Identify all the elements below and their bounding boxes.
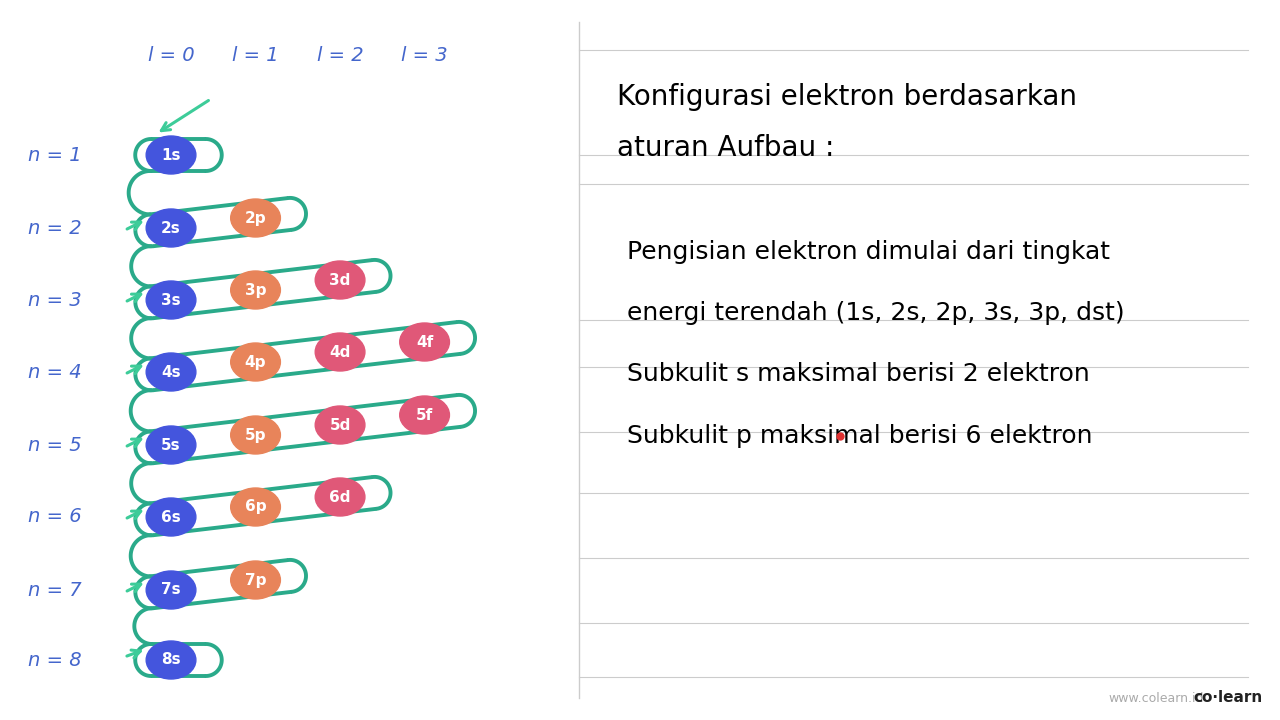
Text: l = 2: l = 2: [316, 45, 364, 65]
Text: 4p: 4p: [244, 354, 266, 369]
Text: 3d: 3d: [329, 272, 351, 287]
Text: 5f: 5f: [416, 408, 433, 423]
Text: 4d: 4d: [329, 344, 351, 359]
Text: 5d: 5d: [329, 418, 351, 433]
Text: 6d: 6d: [329, 490, 351, 505]
Text: 7s: 7s: [161, 582, 180, 598]
Text: Pengisian elektron dimulai dari tingkat: Pengisian elektron dimulai dari tingkat: [627, 240, 1110, 264]
Ellipse shape: [230, 199, 280, 237]
Ellipse shape: [230, 416, 280, 454]
Ellipse shape: [146, 281, 196, 319]
Ellipse shape: [315, 478, 365, 516]
Ellipse shape: [146, 353, 196, 391]
Text: n = 7: n = 7: [28, 580, 82, 600]
Text: n = 2: n = 2: [28, 218, 82, 238]
Text: l = 0: l = 0: [147, 45, 195, 65]
Ellipse shape: [230, 271, 280, 309]
Text: 3p: 3p: [244, 282, 266, 297]
Ellipse shape: [146, 426, 196, 464]
Text: n = 6: n = 6: [28, 508, 82, 526]
Text: 4f: 4f: [416, 335, 433, 349]
Text: n = 4: n = 4: [28, 362, 82, 382]
Text: 7p: 7p: [244, 572, 266, 588]
Text: 2p: 2p: [244, 210, 266, 225]
Text: www.colearn.id: www.colearn.id: [1108, 691, 1204, 704]
Text: 2s: 2s: [161, 220, 180, 235]
Ellipse shape: [399, 323, 449, 361]
Text: 4s: 4s: [161, 364, 180, 379]
Ellipse shape: [315, 406, 365, 444]
Text: co·learn: co·learn: [1193, 690, 1262, 706]
Ellipse shape: [315, 333, 365, 371]
Ellipse shape: [146, 571, 196, 609]
Text: l = 3: l = 3: [401, 45, 448, 65]
Text: n = 5: n = 5: [28, 436, 82, 454]
Text: n = 8: n = 8: [28, 650, 82, 670]
Ellipse shape: [146, 209, 196, 247]
Text: 3s: 3s: [161, 292, 180, 307]
Text: Subkulit s maksimal berisi 2 elektron: Subkulit s maksimal berisi 2 elektron: [627, 362, 1091, 387]
Text: 8s: 8s: [161, 652, 180, 667]
Ellipse shape: [399, 396, 449, 434]
Text: 6s: 6s: [161, 510, 180, 524]
Ellipse shape: [230, 561, 280, 599]
Text: Subkulit p maksimal berisi 6 elektron: Subkulit p maksimal berisi 6 elektron: [627, 423, 1093, 448]
Text: energi terendah (1s, 2s, 2p, 3s, 3p, dst): energi terendah (1s, 2s, 2p, 3s, 3p, dst…: [627, 301, 1125, 325]
Ellipse shape: [230, 488, 280, 526]
Text: aturan Aufbau :: aturan Aufbau :: [617, 134, 835, 161]
Text: n = 3: n = 3: [28, 290, 82, 310]
Text: l = 1: l = 1: [232, 45, 279, 65]
Text: n = 1: n = 1: [28, 145, 82, 164]
Text: 5p: 5p: [244, 428, 266, 443]
Text: 1s: 1s: [161, 148, 180, 163]
Ellipse shape: [315, 261, 365, 299]
Ellipse shape: [230, 343, 280, 381]
Text: 5s: 5s: [161, 438, 180, 452]
Text: 6p: 6p: [244, 500, 266, 515]
Text: Konfigurasi elektron berdasarkan: Konfigurasi elektron berdasarkan: [617, 84, 1078, 111]
Ellipse shape: [146, 498, 196, 536]
Ellipse shape: [146, 641, 196, 679]
Ellipse shape: [146, 136, 196, 174]
